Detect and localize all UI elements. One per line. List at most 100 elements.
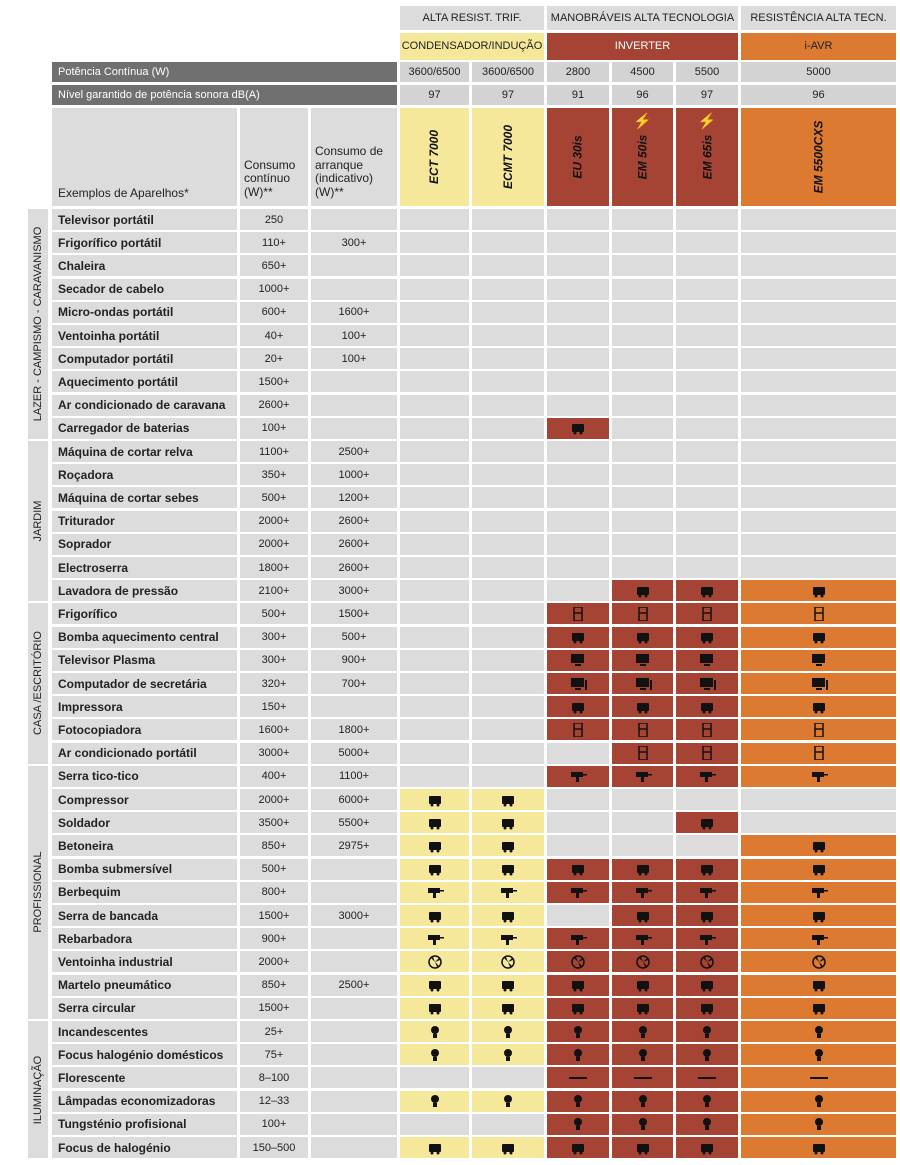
continuous-power-label: Potência Contínua (W)	[52, 62, 397, 82]
startup-consumption-value: 2600+	[311, 510, 397, 532]
submersible-pump-icon	[572, 865, 584, 876]
compatible-cell	[676, 858, 738, 880]
incompatible-cell	[741, 417, 896, 439]
continuous-consumption-value: 1500+	[240, 905, 308, 926]
incompatible-cell	[741, 533, 896, 555]
compatible-cell	[741, 858, 896, 880]
compatible-cell	[741, 928, 896, 950]
compatible-cell	[741, 881, 896, 903]
incompatible-cell	[676, 394, 738, 416]
compatible-cell	[676, 881, 738, 903]
pump-icon	[572, 633, 584, 644]
appliance-name: Computador portátil	[52, 348, 237, 370]
model-name: EM 5500CXS	[811, 120, 826, 194]
appliance-name: Ventoinha industrial	[52, 951, 237, 973]
continuous-consumption-value: 900+	[240, 928, 308, 950]
compatible-cell	[400, 974, 469, 996]
incompatible-cell	[400, 580, 469, 602]
incompatible-cell	[400, 742, 469, 764]
incompatible-cell	[547, 209, 609, 230]
drill-icon	[700, 888, 716, 899]
incompatible-cell	[400, 301, 469, 323]
incompatible-cell	[547, 394, 609, 416]
compatible-cell	[472, 1090, 544, 1112]
incompatible-cell	[612, 417, 673, 439]
energy-saving-bulb-icon	[574, 1095, 582, 1108]
incompatible-cell	[547, 232, 609, 254]
light-bulb-icon	[703, 1025, 711, 1038]
industrial-fan-icon	[501, 955, 515, 969]
compatible-cell	[400, 1021, 469, 1042]
incompatible-cell	[400, 232, 469, 254]
incompatible-cell	[547, 325, 609, 346]
incompatible-cell	[676, 325, 738, 346]
incompatible-cell	[741, 232, 896, 254]
compatible-cell	[400, 997, 469, 1019]
compatible-cell	[612, 626, 673, 648]
incompatible-cell	[676, 533, 738, 555]
incompatible-cell	[400, 603, 469, 625]
compatible-cell	[400, 812, 469, 834]
compatible-cell	[400, 1090, 469, 1112]
drill-icon	[501, 888, 517, 899]
compatible-cell	[676, 580, 738, 602]
compatible-cell	[741, 997, 896, 1019]
model-header-2: EU 30is	[547, 108, 609, 206]
tv-icon	[811, 654, 825, 667]
incompatible-cell	[741, 325, 896, 346]
circular-saw-icon	[572, 1004, 584, 1015]
continuous-consumption-value: 1500+	[240, 371, 308, 393]
table-saw-icon	[812, 911, 825, 922]
incompatible-cell	[741, 812, 896, 834]
compatible-cell	[612, 905, 673, 926]
incompatible-cell	[472, 278, 544, 300]
compatible-cell	[676, 1113, 738, 1135]
compatible-cell	[741, 649, 896, 671]
compatible-cell	[472, 1021, 544, 1042]
appliance-name: Televisor Plasma	[52, 649, 237, 671]
jackhammer-icon	[502, 981, 514, 992]
sound-power-label: Nível garantido de potência sonora dB(A)	[52, 85, 397, 105]
power-value: 3600/6500	[472, 62, 544, 82]
incompatible-cell	[612, 789, 673, 810]
continuous-consumption-value: 850+	[240, 835, 308, 857]
compatible-cell	[472, 1044, 544, 1066]
halogen-floodlight-icon	[701, 1143, 713, 1154]
startup-consumption-value	[311, 394, 397, 416]
continuous-consumption-header: Consumo contínuo (W)**	[240, 108, 308, 206]
continuous-consumption-value: 2100+	[240, 580, 308, 602]
continuous-consumption-value: 110+	[240, 232, 308, 254]
tungsten-lamp-icon	[638, 1118, 647, 1131]
startup-consumption-value: 5000+	[311, 742, 397, 764]
startup-consumption-value: 1000+	[311, 464, 397, 486]
incompatible-cell	[472, 626, 544, 648]
startup-consumption-value: 500+	[311, 626, 397, 648]
halogen-spot-icon	[504, 1048, 512, 1061]
compatible-cell	[547, 1067, 609, 1089]
circular-saw-icon	[636, 1004, 649, 1015]
model-name: ECMT 7000	[501, 124, 515, 190]
incompatible-cell	[400, 557, 469, 578]
circular-saw-icon	[701, 1004, 713, 1015]
startup-consumption-value	[311, 696, 397, 718]
incompatible-cell	[472, 557, 544, 578]
drill-icon	[427, 888, 444, 899]
compatible-cell	[612, 765, 673, 787]
angle-grinder-icon	[571, 934, 587, 945]
appliance-name: Máquina de cortar sebes	[52, 487, 237, 509]
energy-saving-bulb-icon	[430, 1095, 439, 1108]
startup-consumption-value: 700+	[311, 673, 397, 694]
circular-saw-icon	[812, 1004, 825, 1015]
appliance-name: Soprador	[52, 533, 237, 555]
continuous-consumption-value: 100+	[240, 1113, 308, 1135]
compatible-cell	[612, 1044, 673, 1066]
compatible-cell	[741, 742, 896, 764]
continuous-consumption-value: 150+	[240, 696, 308, 718]
incompatible-cell	[547, 533, 609, 555]
incompatible-cell	[547, 441, 609, 462]
compatible-cell	[547, 1021, 609, 1042]
startup-consumption-value	[311, 371, 397, 393]
startup-consumption-value: 3000+	[311, 580, 397, 602]
welder-icon	[428, 818, 441, 830]
incompatible-cell	[547, 580, 609, 602]
